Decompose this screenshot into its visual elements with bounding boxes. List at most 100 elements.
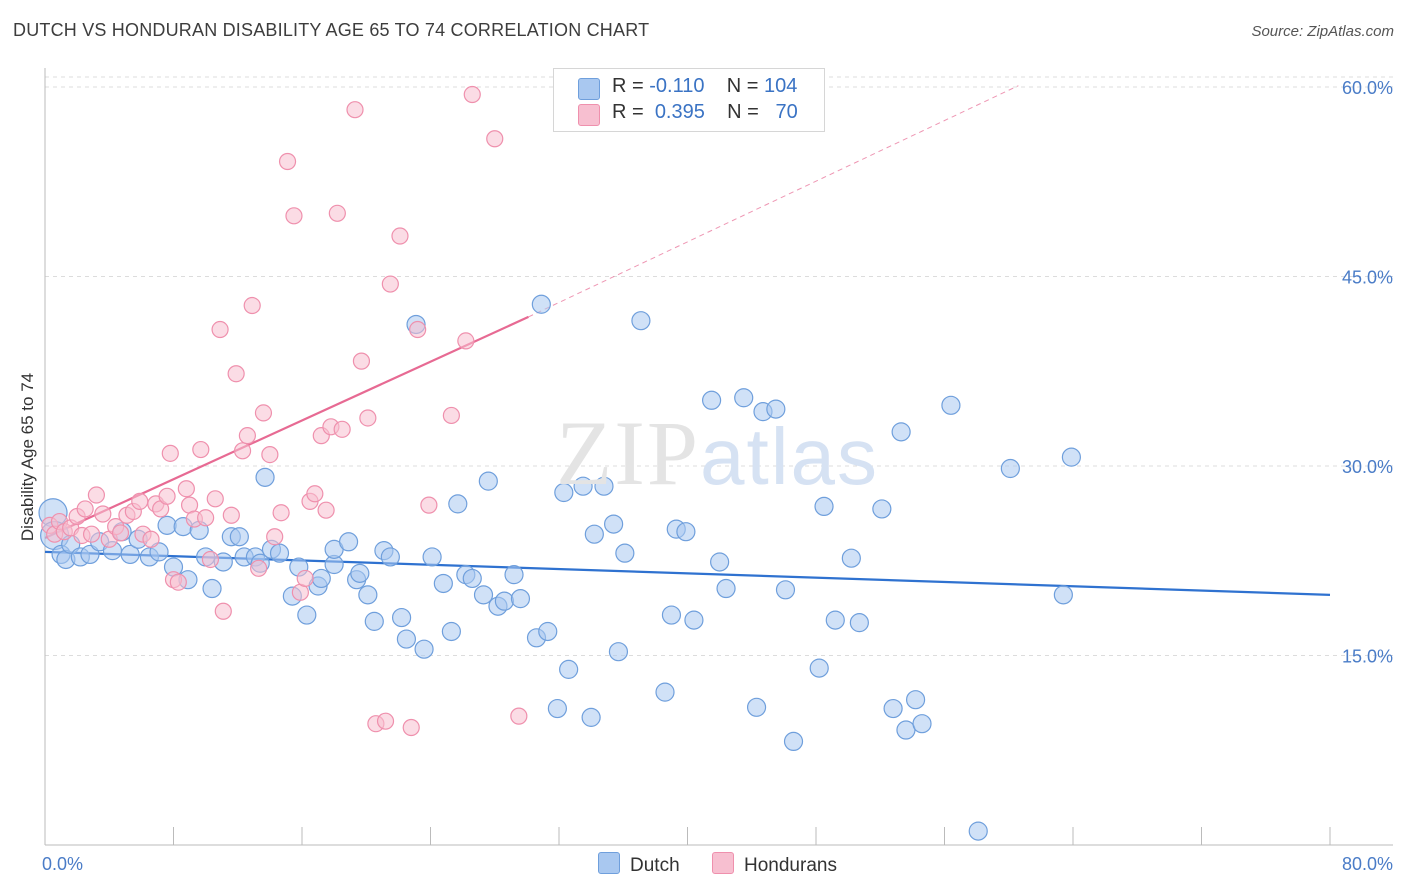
dutch-point (783, 731, 804, 752)
dutch-point (473, 585, 494, 605)
dutch-point (510, 589, 531, 609)
dutch-point (631, 311, 651, 331)
dutch-point (912, 714, 932, 734)
dutch-point (1000, 458, 1020, 479)
dutch-point (896, 720, 916, 740)
stats-legend: R = -0.110 N = 104 R = 0.395 N = 70 (553, 68, 825, 132)
dutch-point (872, 499, 892, 519)
dutch-point (604, 514, 624, 534)
dutch-point (414, 639, 434, 659)
hondurans-point (131, 492, 149, 510)
dutch-point (120, 544, 140, 565)
dutch-point (701, 390, 722, 410)
hondurans-point (457, 332, 475, 350)
dutch-point (594, 476, 614, 496)
hondurans-point (197, 509, 215, 527)
dutch-point (1053, 585, 1073, 605)
hondurans-point (206, 490, 224, 508)
hondurans-point (214, 602, 232, 620)
dutch-point (615, 543, 635, 563)
dutch-point (676, 522, 696, 542)
dutch-point (584, 524, 604, 544)
hondurans-n-label: N = (727, 101, 759, 123)
hondurans-point (227, 365, 245, 383)
dutch-point (391, 607, 412, 628)
y-axis-title: Disability Age 65 to 74 (18, 373, 37, 541)
hondurans-point (272, 504, 290, 522)
hondurans-point (243, 296, 261, 315)
hondurans-trend-line (44, 315, 529, 539)
dutch-point (559, 659, 579, 679)
dutch-r-value: -0.110 (649, 75, 705, 97)
dutch-point (255, 467, 275, 487)
hondurans-points (41, 85, 528, 737)
x-tick-label: 80.0% (1342, 854, 1393, 874)
hondurans-point (420, 496, 438, 514)
hondurans-swatch (578, 104, 600, 126)
hondurans-point (306, 485, 324, 503)
dutch-swatch (578, 78, 600, 100)
dutch-point (478, 471, 498, 491)
hondurans-point (169, 573, 187, 591)
hondurans-legend-swatch (712, 852, 734, 874)
dutch-point (448, 494, 468, 514)
dutch-point (441, 621, 461, 642)
dutch-point (891, 422, 911, 442)
dutch-point (734, 388, 754, 408)
hondurans-point (211, 320, 229, 339)
dutch-point (608, 642, 629, 662)
dutch-point (547, 698, 567, 719)
hondurans-point (158, 487, 176, 505)
hondurans-trend-extension (528, 85, 1019, 318)
hondurans-point (261, 446, 279, 464)
hondurans-point (76, 500, 94, 518)
watermark-zip: ZIP (556, 402, 700, 504)
dutch-point (661, 605, 682, 625)
dutch-point (297, 605, 317, 625)
dutch-point (684, 610, 704, 630)
dutch-point (581, 707, 601, 727)
dutch-point (710, 552, 730, 572)
dutch-legend-swatch (598, 852, 620, 874)
dutch-point (825, 610, 845, 630)
hondurans-point (409, 320, 427, 339)
hondurans-point (333, 420, 351, 438)
legend-item-hondurans[interactable]: Hondurans (712, 852, 837, 877)
y-tick-label: 30.0% (1342, 457, 1393, 477)
hondurans-legend-label: Hondurans (744, 855, 837, 876)
hondurans-point (442, 406, 460, 425)
dutch-point (1061, 447, 1081, 467)
source-label: Source: ZipAtlas.com (1251, 23, 1394, 40)
dutch-point (338, 532, 359, 552)
hondurans-point (254, 404, 273, 422)
dutch-point (766, 399, 786, 419)
dutch-point (814, 496, 834, 517)
hondurans-r-label: R = (612, 101, 644, 123)
hondurans-point (250, 559, 268, 577)
dutch-point (746, 697, 767, 717)
hondurans-point (391, 227, 409, 245)
hondurans-point (402, 718, 420, 737)
dutch-point (531, 294, 551, 314)
dutch-point (380, 547, 400, 567)
dutch-point (968, 821, 988, 841)
hondurans-point (510, 707, 528, 725)
hondurans-point (328, 204, 346, 222)
dutch-point (655, 682, 675, 702)
y-tick-label: 15.0% (1342, 646, 1393, 666)
dutch-point (538, 621, 558, 642)
hondurans-point (278, 152, 297, 171)
dutch-point (396, 629, 417, 649)
watermark-atlas: atlas (700, 412, 879, 501)
hondurans-point (346, 101, 364, 119)
dutch-point (883, 698, 903, 719)
dutch-n-label: N = (726, 75, 759, 97)
dutch-point (573, 476, 593, 496)
hondurans-point (486, 130, 504, 148)
dutch-point (433, 573, 453, 594)
dutch-point (554, 482, 574, 503)
legend-item-dutch[interactable]: Dutch (598, 852, 680, 877)
dutch-point (422, 547, 442, 567)
dutch-point (364, 611, 384, 631)
